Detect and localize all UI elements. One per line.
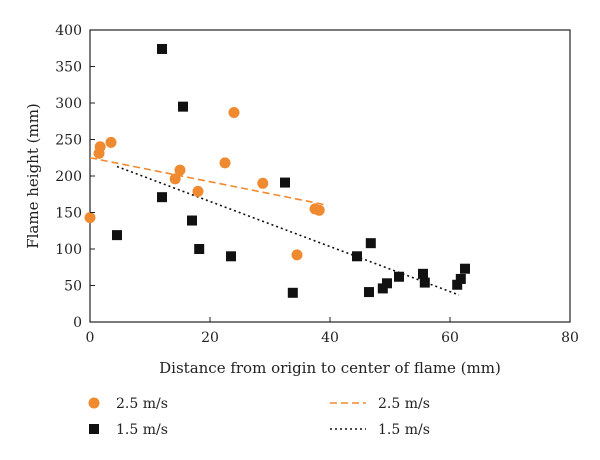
legend-entry: 1.5 m/s	[330, 422, 430, 438]
x-axis-label: Distance from origin to center of flame …	[159, 359, 501, 377]
y-tick-label: 250	[55, 133, 82, 149]
x-tick-label: 60	[441, 330, 459, 346]
legend-label: 1.5 m/s	[378, 422, 430, 438]
data-point-circle	[228, 106, 240, 118]
plot-frame	[89, 29, 571, 323]
data-point-square	[112, 230, 122, 241]
legend-entry: 2.5 m/s	[88, 396, 168, 412]
data-marks	[84, 43, 470, 298]
trendline-dotted	[116, 165, 460, 296]
legend-entry: 2.5 m/s	[330, 396, 430, 412]
y-tick-label: 300	[55, 96, 82, 112]
plot-area	[89, 29, 571, 323]
legend-marker-square	[89, 424, 99, 434]
y-tick-label: 100	[55, 242, 82, 258]
data-point-circle	[174, 164, 186, 176]
y-tick-label: 0	[73, 315, 82, 331]
data-point-square	[377, 283, 388, 294]
data-point-square	[365, 238, 376, 249]
data-point-circle	[313, 204, 325, 216]
y-tick-label: 400	[55, 23, 82, 39]
data-point-square	[280, 177, 290, 188]
data-point-square	[194, 244, 205, 254]
data-point-square	[287, 287, 298, 298]
data-point-square	[460, 263, 470, 274]
data-point-circle	[219, 157, 231, 169]
data-point-square	[364, 287, 374, 298]
legend-marker-circle	[88, 397, 100, 409]
data-point-circle	[105, 136, 117, 148]
data-point-square	[419, 277, 430, 288]
x-tick-label: 0	[86, 330, 95, 346]
data-point-square	[352, 251, 362, 262]
y-tick-label: 150	[55, 206, 82, 222]
data-point-square	[178, 101, 188, 112]
data-point-square	[455, 273, 466, 284]
x-tick-label: 40	[321, 330, 339, 346]
data-point-circle	[94, 141, 106, 153]
data-point-square	[157, 43, 167, 54]
data-point-square	[394, 271, 404, 282]
data-point-square	[157, 192, 167, 203]
y-tick-label: 200	[55, 169, 82, 185]
data-point-circle	[169, 173, 181, 185]
x-tick-label: 80	[561, 330, 579, 346]
data-point-square	[418, 268, 428, 279]
data-point-square	[187, 215, 197, 226]
data-point-square	[452, 279, 463, 290]
legend: 2.5 m/s 1.5 m/s 2.5 m/s 1.5 m/s	[88, 396, 430, 438]
x-tick-label: 20	[201, 330, 219, 346]
data-point-circle	[192, 185, 204, 197]
legend-label: 2.5 m/s	[116, 396, 168, 412]
data-point-square	[382, 278, 392, 289]
trendline-dashed	[89, 156, 325, 206]
legend-entry: 1.5 m/s	[89, 422, 168, 438]
data-point-circle	[84, 212, 96, 224]
legend-label: 1.5 m/s	[116, 422, 168, 438]
y-axis-label: Flame height (mm)	[24, 103, 42, 249]
axes: 0 20 40 60 80 0 50 100 150 200 250 300 350 400	[55, 23, 579, 346]
legend-label: 2.5 m/s	[378, 396, 430, 412]
y-tick-label: 50	[64, 279, 82, 295]
data-point-circle	[291, 249, 303, 261]
data-point-square	[226, 251, 236, 262]
y-tick-label: 350	[55, 60, 82, 76]
data-point-circle	[257, 177, 269, 189]
